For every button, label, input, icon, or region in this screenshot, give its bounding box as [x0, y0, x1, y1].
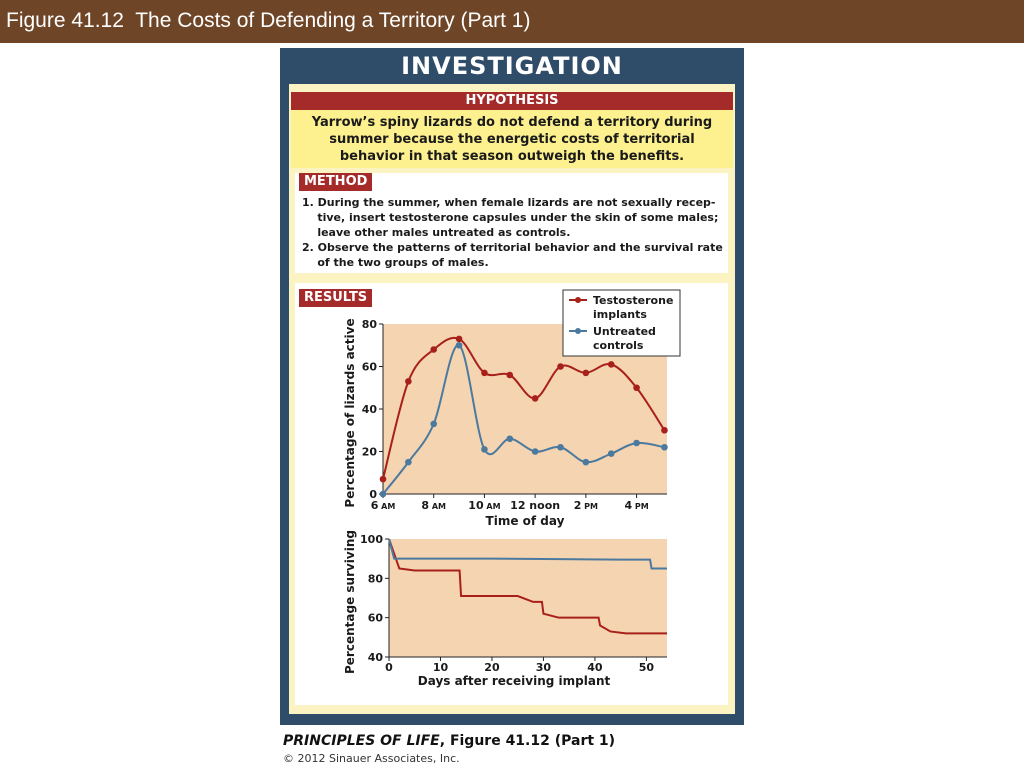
legend-label: Testosterone [593, 294, 673, 307]
method-tag: METHOD [299, 173, 373, 191]
data-point-controls [633, 439, 640, 447]
survival-line-controls [388, 538, 667, 570]
method-step-line: 2. Observe the patterns of territorial b… [302, 241, 723, 254]
slide-title-bar: Figure 41.12 The Costs of Defending a Te… [0, 0, 1024, 43]
y-tick-label: 40 [362, 403, 378, 416]
y-axis-title: Percentage surviving [343, 530, 357, 674]
x-tick-label: 50 [639, 661, 655, 674]
legend-label: implants [593, 308, 647, 321]
x-tick-label: 6 AM [371, 499, 396, 512]
data-point-controls [531, 448, 539, 455]
plot-area [389, 539, 667, 657]
survival-line-testosterone [388, 538, 667, 635]
hypothesis-tag: HYPOTHESIS [291, 92, 733, 110]
data-point-controls [661, 443, 668, 451]
activity-chart: 0 20 40 60 80 6 AM 8 AM 10 AM 12 noon 2 PM 4 PM Tim… [343, 289, 681, 528]
data-point-controls [379, 490, 387, 498]
y-tick-label: 40 [368, 651, 384, 664]
x-tick-label: 2 PM [574, 499, 598, 512]
data-point-controls [430, 420, 438, 428]
copyright-notice: © 2012 Sinauer Associates, Inc. [283, 752, 460, 765]
y-axis-title: Percentage of lizards active [343, 318, 357, 507]
results-tag: RESULTS [299, 289, 373, 307]
hypothesis-line: Yarrow’s spiny lizards do not defend a t… [311, 115, 713, 130]
data-point-testosterone [531, 395, 539, 402]
hypothesis-box: Yarrow’s spiny lizards do not defend a t… [291, 110, 733, 168]
y-tick-label: 20 [362, 446, 378, 459]
data-point-testosterone [481, 369, 488, 377]
x-tick-label: 10 AM [468, 499, 500, 512]
data-point-testosterone [506, 371, 514, 379]
y-tick-label: 0 [369, 488, 377, 501]
data-point-controls [582, 458, 590, 466]
method-step-line: leave other males untreated as controls. [302, 226, 571, 239]
y-tick-label: 80 [368, 572, 384, 585]
data-point-testosterone [430, 346, 438, 353]
book-title: PRINCIPLES OF LIFE [283, 733, 440, 749]
data-point-testosterone [557, 363, 564, 370]
x-tick-label: 8 AM [421, 499, 446, 512]
data-point-controls [455, 341, 463, 349]
investigation-heading: INVESTIGATION [401, 52, 623, 80]
legend-label: Untreated [593, 325, 656, 338]
y-tick-label: 80 [362, 318, 378, 331]
data-point-controls [607, 450, 615, 457]
method-step-line: tive, insert testosterone capsules under… [302, 211, 719, 224]
data-point-testosterone [633, 384, 640, 392]
data-point-controls [481, 446, 488, 453]
data-point-testosterone [379, 475, 387, 483]
figure-source: PRINCIPLES OF LIFE, Figure 41.12 (Part 1… [283, 733, 615, 749]
x-tick-label: 20 [484, 661, 500, 674]
legend-label: controls [593, 339, 644, 352]
data-point-controls [557, 443, 564, 451]
hypothesis-line: behavior in that season outweigh the ben… [339, 149, 685, 164]
legend-marker [575, 328, 581, 334]
data-point-testosterone [661, 426, 668, 434]
slide-title: Figure 41.12 The Costs of Defending a Te… [6, 9, 531, 32]
data-point-testosterone [405, 378, 412, 385]
x-tick-label: 30 [536, 661, 552, 674]
data-point-controls [506, 435, 514, 443]
data-point-testosterone [582, 369, 590, 377]
x-tick-label: 12 noon [510, 499, 560, 512]
legend-marker [575, 297, 581, 303]
survival-chart: 40 60 80 100 0 10 20 30 40 50 Days after receiving… [343, 530, 667, 688]
data-point-testosterone [607, 361, 615, 368]
figure-reference: , Figure 41.12 (Part 1) [439, 733, 616, 749]
y-tick-label: 60 [362, 361, 378, 374]
method-step-line: 1. During the summer, when female lizard… [302, 196, 716, 209]
method-box: METHOD 1. During the summer, when female… [295, 173, 728, 273]
x-tick-label: 40 [587, 661, 603, 674]
method-step-line: of the two groups of males. [302, 256, 489, 269]
data-point-testosterone [455, 335, 463, 343]
x-tick-label: 10 [433, 661, 449, 674]
data-point-controls [405, 458, 412, 466]
x-tick-label: 4 PM [624, 499, 648, 512]
x-axis-title: Time of day [486, 514, 565, 528]
x-tick-label: 0 [385, 661, 393, 674]
y-tick-label: 60 [368, 612, 384, 625]
hypothesis-line: summer because the energetic costs of te… [329, 132, 695, 147]
x-axis-title: Days after receiving implant [418, 674, 611, 688]
y-tick-label: 100 [360, 533, 383, 546]
